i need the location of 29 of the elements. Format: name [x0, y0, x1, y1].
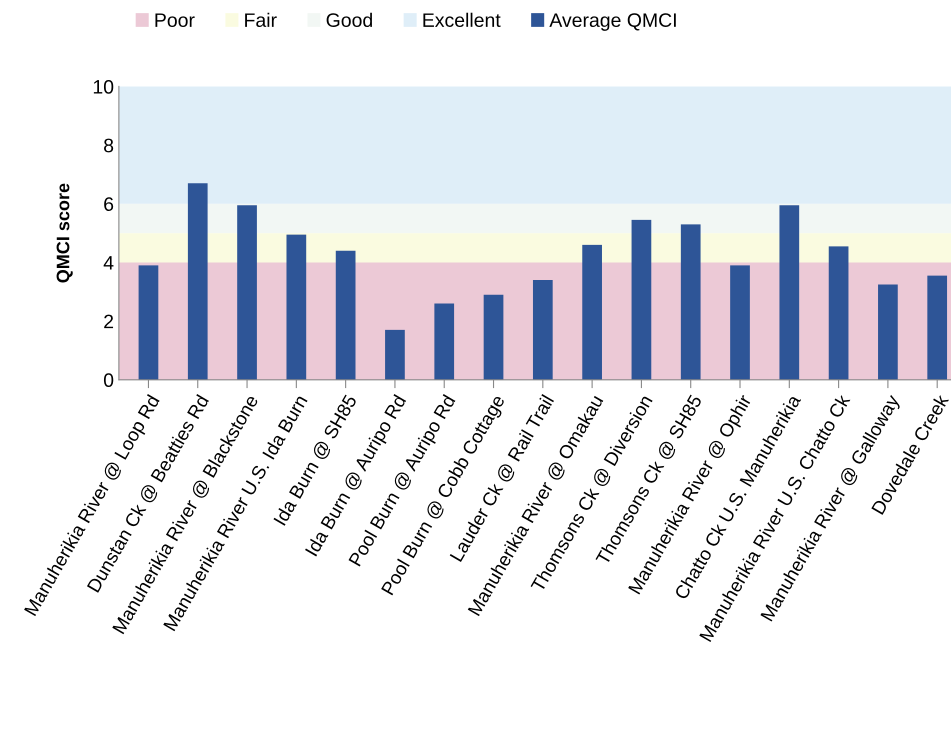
y-tick-label: 2	[104, 314, 114, 328]
bar	[632, 220, 652, 380]
bar	[532, 280, 553, 380]
y-tick-label: 4	[104, 256, 114, 270]
y-axis-title: QMCI score	[56, 184, 73, 283]
bar	[237, 205, 257, 380]
bar	[286, 234, 306, 380]
bar	[385, 330, 405, 380]
legend-label: Poor	[155, 13, 195, 28]
bar	[336, 250, 356, 380]
bar	[878, 284, 898, 380]
legend-label: Excellent	[423, 12, 501, 28]
legend-label: Average QMCI	[549, 13, 676, 31]
bar	[188, 183, 208, 380]
legend-label: Good	[326, 12, 372, 28]
bar	[680, 224, 701, 380]
bar	[434, 304, 454, 380]
bar	[828, 246, 848, 380]
bar	[582, 244, 602, 380]
bar	[927, 276, 948, 380]
bar	[484, 294, 504, 380]
bar	[730, 265, 750, 380]
y-tick-label: 6	[104, 197, 114, 212]
y-tick-label: 8	[104, 138, 114, 152]
y-tick-label: 0	[104, 373, 114, 387]
y-tick-label: 10	[94, 80, 114, 94]
legend-label: Fair	[245, 12, 277, 28]
bar	[779, 205, 800, 380]
bar	[138, 265, 158, 380]
